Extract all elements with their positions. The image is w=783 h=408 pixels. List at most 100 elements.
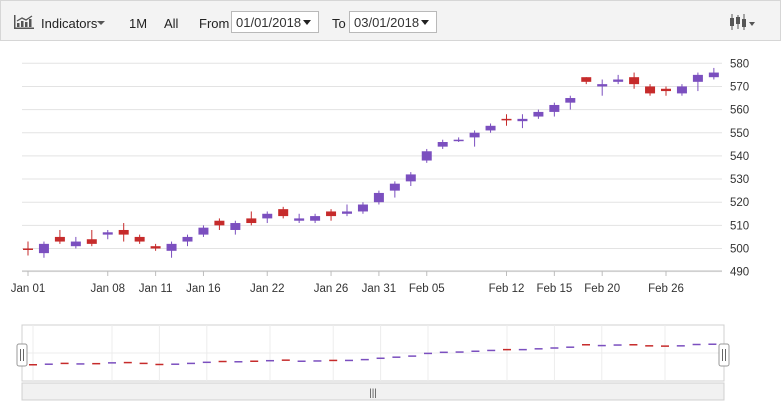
candle[interactable] xyxy=(405,172,416,186)
scrollbar-grip[interactable]: ||| xyxy=(369,388,377,399)
y-tick-label: 520 xyxy=(730,197,749,209)
chevron-down-icon[interactable] xyxy=(421,20,429,25)
navigator-candle xyxy=(187,362,195,365)
navigator-scrollbar[interactable]: ||| xyxy=(21,382,725,401)
x-tick-label: Jan 08 xyxy=(90,283,125,295)
candle[interactable] xyxy=(469,130,480,147)
navigator-candle xyxy=(503,348,511,351)
candle[interactable] xyxy=(613,74,624,85)
range-all-button[interactable]: All xyxy=(164,16,179,31)
candle[interactable] xyxy=(708,67,719,80)
candle[interactable] xyxy=(421,148,432,163)
candle-body xyxy=(342,211,352,214)
candle[interactable] xyxy=(118,223,129,242)
candle-body xyxy=(708,72,719,78)
candle[interactable] xyxy=(278,206,289,219)
navigator-candle xyxy=(60,362,69,365)
candle[interactable] xyxy=(565,95,576,110)
candle[interactable] xyxy=(581,77,592,85)
candle[interactable] xyxy=(150,243,161,251)
navigator-candle xyxy=(534,348,543,350)
navigator-candle xyxy=(597,344,606,347)
chart-gridlines xyxy=(22,62,722,273)
candle[interactable] xyxy=(182,234,193,247)
y-tick-label: 510 xyxy=(730,220,749,232)
candle[interactable] xyxy=(437,139,448,149)
candle-body xyxy=(214,220,225,226)
y-tick-label: 580 xyxy=(730,58,749,70)
candle[interactable] xyxy=(23,241,33,256)
candle[interactable] xyxy=(645,84,656,96)
from-date-value: 01/01/2018 xyxy=(236,15,302,30)
candle[interactable] xyxy=(453,137,464,143)
candle[interactable] xyxy=(692,72,703,92)
candle[interactable] xyxy=(134,234,145,244)
to-date-picker[interactable]: 03/01/2018 xyxy=(349,11,437,33)
navigator-candle xyxy=(676,345,685,347)
navigator-candle xyxy=(108,362,116,364)
candle[interactable] xyxy=(198,225,209,237)
candle[interactable] xyxy=(485,123,496,133)
candle[interactable] xyxy=(70,236,81,249)
candle-body xyxy=(661,88,671,92)
candlestick-series-icon[interactable] xyxy=(729,14,757,35)
candle[interactable] xyxy=(501,114,512,126)
candle[interactable] xyxy=(389,181,400,198)
candle[interactable] xyxy=(326,209,337,221)
range-1m-button[interactable]: 1M xyxy=(129,16,148,31)
candle[interactable] xyxy=(54,229,65,244)
candle[interactable] xyxy=(294,213,305,224)
navigator-candle xyxy=(76,363,85,365)
from-date-picker[interactable]: 01/01/2018 xyxy=(231,11,319,33)
candle[interactable] xyxy=(533,109,544,119)
x-tick-label: Jan 22 xyxy=(250,283,285,295)
navigator-candle xyxy=(582,344,590,346)
candle-series[interactable] xyxy=(23,67,719,258)
navigator-candle xyxy=(44,363,53,365)
candle[interactable] xyxy=(310,213,321,224)
candle-body xyxy=(134,236,145,242)
candle[interactable] xyxy=(661,86,671,96)
candle[interactable] xyxy=(102,229,113,240)
candle-body xyxy=(230,223,241,230)
chevron-down-icon[interactable] xyxy=(303,20,311,25)
indicators-dropdown[interactable]: Indicators xyxy=(41,16,98,31)
candle-body xyxy=(326,211,337,217)
x-tick-marks xyxy=(27,271,667,276)
navigator-candle xyxy=(392,356,401,358)
navigator-candle xyxy=(692,343,701,346)
candle[interactable] xyxy=(262,211,273,224)
navigator-candle xyxy=(202,361,211,364)
candle-body xyxy=(166,243,177,251)
candle[interactable] xyxy=(373,190,384,205)
candle-body xyxy=(565,98,576,103)
candle[interactable] xyxy=(342,204,352,217)
candle[interactable] xyxy=(166,241,177,258)
candle[interactable] xyxy=(597,79,608,96)
x-tick-label: Jan 26 xyxy=(314,283,349,295)
candle[interactable] xyxy=(357,202,368,214)
candle-body xyxy=(692,74,703,82)
navigator-candle xyxy=(613,344,622,346)
indicator-chart-icon[interactable] xyxy=(14,15,34,34)
range-navigator[interactable]: ||| xyxy=(0,320,783,408)
chevron-down-icon[interactable] xyxy=(97,21,105,25)
candle[interactable] xyxy=(246,211,257,226)
candle[interactable] xyxy=(214,218,225,230)
candle[interactable] xyxy=(676,84,687,96)
candle-body xyxy=(246,218,257,224)
candle[interactable] xyxy=(517,114,528,129)
navigator-left-handle[interactable] xyxy=(16,343,28,367)
navigator-right-handle[interactable] xyxy=(718,343,730,367)
candle[interactable] xyxy=(549,102,560,117)
candle[interactable] xyxy=(629,72,640,89)
navigator-candle xyxy=(487,349,496,352)
candle-body xyxy=(437,142,448,147)
candle-body xyxy=(262,213,273,219)
candle[interactable] xyxy=(38,241,49,258)
chart-toolbar: Indicators 1M All From 01/01/2018 To 03/… xyxy=(0,0,781,41)
navigator-candle xyxy=(218,360,227,363)
candle[interactable] xyxy=(86,229,97,247)
candle[interactable] xyxy=(230,220,241,235)
